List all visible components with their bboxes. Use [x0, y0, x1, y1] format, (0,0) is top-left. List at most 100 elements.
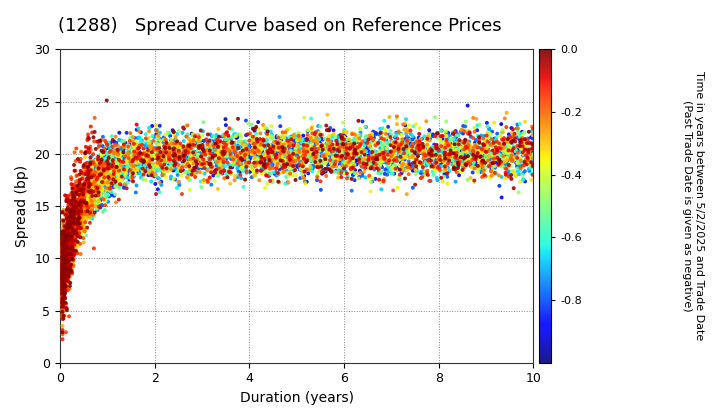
Point: [432, 154, 444, 160]
Point: [72, 203, 84, 210]
Point: [112, 176, 123, 182]
Point: [187, 149, 199, 156]
Point: [73, 203, 85, 210]
Point: [217, 159, 228, 165]
Point: [96, 159, 108, 165]
Point: [102, 198, 114, 205]
Point: [404, 161, 415, 168]
Point: [152, 154, 163, 160]
Point: [240, 146, 252, 152]
Point: [57, 269, 68, 276]
Point: [503, 161, 514, 168]
Point: [91, 193, 103, 200]
Point: [363, 161, 374, 168]
Point: [112, 168, 123, 174]
Point: [253, 147, 264, 154]
Point: [58, 262, 70, 268]
Point: [100, 197, 112, 204]
Point: [73, 201, 85, 208]
Point: [57, 254, 68, 261]
Point: [321, 140, 333, 147]
Point: [86, 181, 98, 188]
Point: [515, 149, 526, 155]
Point: [459, 137, 471, 144]
Point: [88, 192, 99, 198]
Point: [61, 196, 73, 202]
Point: [233, 171, 244, 178]
Point: [312, 147, 324, 154]
Point: [66, 197, 77, 204]
Point: [297, 171, 308, 178]
Point: [510, 172, 521, 179]
Point: [291, 153, 302, 160]
Point: [316, 147, 328, 154]
Point: [99, 166, 111, 173]
Point: [71, 224, 82, 231]
Point: [448, 150, 459, 157]
Point: [60, 250, 71, 257]
Point: [414, 138, 426, 145]
Point: [369, 130, 381, 137]
Point: [364, 155, 376, 162]
Point: [57, 306, 68, 313]
Point: [522, 155, 534, 161]
Point: [78, 202, 90, 209]
Point: [407, 160, 418, 167]
Point: [356, 161, 367, 168]
Point: [57, 290, 68, 297]
Point: [94, 165, 105, 172]
Point: [434, 168, 446, 175]
Point: [234, 162, 246, 169]
Point: [358, 164, 369, 171]
Point: [81, 197, 92, 204]
Point: [125, 130, 136, 136]
Point: [109, 164, 120, 171]
Point: [202, 163, 214, 170]
Point: [288, 142, 300, 149]
Point: [194, 139, 206, 145]
Point: [290, 171, 302, 178]
Point: [212, 160, 224, 167]
Point: [423, 153, 434, 160]
Point: [220, 142, 231, 149]
Point: [66, 234, 78, 240]
Point: [63, 266, 74, 273]
Point: [228, 155, 240, 162]
Point: [117, 164, 129, 171]
Point: [91, 206, 103, 213]
Point: [66, 265, 77, 272]
Point: [409, 159, 420, 166]
Point: [116, 158, 127, 164]
Point: [347, 144, 359, 151]
Point: [58, 275, 70, 281]
Point: [78, 216, 90, 223]
Point: [407, 133, 418, 140]
Point: [130, 154, 141, 161]
Point: [269, 154, 280, 161]
Point: [147, 133, 158, 139]
Point: [58, 260, 70, 267]
Point: [454, 141, 465, 148]
Point: [97, 168, 109, 175]
Point: [163, 150, 175, 157]
Point: [243, 152, 255, 159]
Point: [76, 208, 87, 215]
Point: [411, 145, 423, 152]
Point: [469, 165, 480, 172]
Point: [400, 154, 411, 161]
Point: [521, 152, 532, 159]
Point: [272, 158, 284, 165]
Point: [89, 185, 100, 192]
Point: [391, 131, 402, 137]
Point: [387, 171, 398, 177]
Point: [510, 147, 522, 154]
Point: [305, 115, 317, 122]
Point: [58, 280, 69, 286]
Point: [274, 166, 286, 173]
Point: [436, 144, 447, 151]
Point: [439, 141, 451, 148]
Point: [347, 165, 359, 172]
Point: [171, 155, 183, 161]
Point: [329, 133, 341, 140]
Point: [81, 201, 92, 207]
